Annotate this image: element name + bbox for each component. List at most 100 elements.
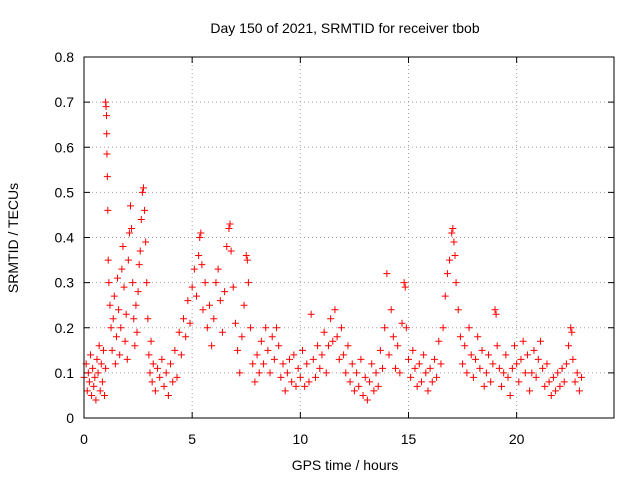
- data-point: [578, 373, 586, 381]
- data-point: [451, 252, 459, 260]
- data-point: [493, 342, 501, 350]
- data-point: [433, 373, 441, 381]
- data-point: [508, 364, 516, 372]
- data-point: [169, 378, 177, 386]
- data-point: [214, 265, 222, 273]
- data-point: [510, 342, 518, 350]
- data-point: [158, 355, 166, 363]
- data-point: [342, 369, 350, 377]
- data-point: [430, 355, 438, 363]
- data-point: [238, 333, 246, 341]
- data-point: [465, 324, 473, 332]
- data-point: [136, 247, 144, 255]
- data-point: [229, 283, 237, 291]
- plot-frame: [83, 56, 615, 419]
- data-point: [188, 283, 196, 291]
- y-tick-label: 0.6: [55, 139, 75, 155]
- data-point: [402, 324, 410, 332]
- y-tick-label: 0.3: [55, 275, 75, 291]
- data-point: [234, 346, 242, 354]
- data-point: [482, 369, 490, 377]
- y-tick-label: 0.5: [55, 184, 75, 200]
- data-point: [99, 346, 107, 354]
- data-point: [523, 351, 531, 359]
- data-point: [450, 238, 458, 246]
- data-point: [374, 382, 382, 390]
- data-point: [279, 360, 287, 368]
- data-point: [411, 364, 419, 372]
- data-point: [125, 229, 133, 237]
- data-point: [350, 387, 358, 395]
- data-point: [154, 364, 162, 372]
- data-point: [262, 324, 270, 332]
- data-point: [528, 369, 536, 377]
- data-point: [492, 310, 500, 318]
- data-point: [264, 346, 272, 354]
- data-point: [562, 360, 570, 368]
- chart-title: Day 150 of 2021, SRMTID for receiver tbo…: [210, 20, 479, 36]
- data-point: [353, 369, 361, 377]
- data-point: [474, 333, 482, 341]
- data-point: [568, 328, 576, 336]
- data-point: [446, 256, 454, 264]
- data-point: [309, 355, 317, 363]
- data-point: [366, 378, 374, 386]
- data-point: [212, 279, 220, 287]
- y-tick-label: 0.4: [55, 230, 75, 246]
- data-point: [243, 256, 251, 264]
- data-point: [324, 342, 332, 350]
- data-point: [415, 360, 423, 368]
- data-point: [478, 346, 486, 354]
- data-point: [288, 378, 296, 386]
- x-tick-label: 0: [80, 431, 88, 447]
- data-point: [109, 315, 117, 323]
- data-point: [381, 324, 389, 332]
- data-point: [571, 378, 579, 386]
- y-tick-label: 0.1: [55, 365, 75, 381]
- data-point: [105, 279, 113, 287]
- data-point: [554, 369, 562, 377]
- data-point: [500, 369, 508, 377]
- data-point: [253, 351, 261, 359]
- data-point: [565, 342, 573, 350]
- data-point: [255, 369, 263, 377]
- data-point: [396, 369, 404, 377]
- data-point: [104, 256, 112, 264]
- data-point: [467, 351, 475, 359]
- data-point: [322, 369, 330, 377]
- data-point: [86, 351, 94, 359]
- data-point: [242, 252, 250, 260]
- data-point: [307, 310, 315, 318]
- data-point: [448, 229, 456, 237]
- data-point: [294, 364, 302, 372]
- data-point: [83, 387, 91, 395]
- data-point: [273, 324, 281, 332]
- data-point: [372, 369, 380, 377]
- y-tick-label: 0.2: [55, 320, 75, 336]
- data-point: [344, 342, 352, 350]
- y-axis-label: SRMTID / TECUs: [5, 183, 21, 293]
- data-point: [137, 215, 145, 223]
- data-point: [532, 373, 540, 381]
- data-points: [80, 98, 586, 404]
- x-tick-label: 20: [509, 431, 525, 447]
- data-point: [327, 315, 335, 323]
- data-point: [171, 346, 179, 354]
- data-point: [441, 292, 449, 300]
- data-point: [573, 369, 581, 377]
- data-point: [340, 351, 348, 359]
- data-point: [103, 130, 111, 138]
- data-point: [102, 112, 110, 120]
- data-point: [148, 378, 156, 386]
- data-point: [92, 396, 100, 404]
- data-point: [218, 328, 226, 336]
- data-point: [128, 224, 136, 232]
- data-point: [216, 297, 224, 305]
- data-point: [286, 355, 294, 363]
- data-point: [335, 355, 343, 363]
- data-point: [400, 279, 408, 287]
- data-point: [260, 360, 268, 368]
- data-point: [231, 319, 239, 327]
- data-point: [329, 337, 337, 345]
- data-point: [227, 247, 235, 255]
